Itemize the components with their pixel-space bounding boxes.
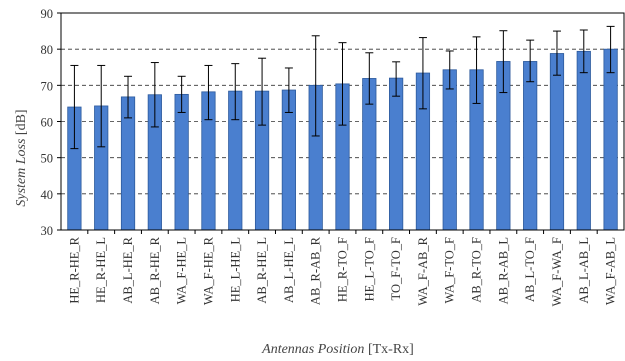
y-tick-label: 90 — [41, 7, 54, 21]
x-tick-label: TO_F-TO_F — [389, 237, 403, 300]
y-tick-label: 30 — [41, 224, 54, 238]
x-tick-label: HE_L-HE_L — [228, 237, 242, 302]
x-tick-label: HE_L-TO_F — [362, 237, 376, 301]
x-tick-label: AB_L-TO_F — [523, 237, 537, 302]
bar — [442, 69, 457, 231]
x-tick-label: WA_F-AB_L — [604, 237, 618, 305]
x-tick-label: WA_F-TO_F — [443, 237, 457, 303]
x-tick-label: AB_L-AB_L — [577, 237, 591, 304]
bar — [174, 93, 189, 231]
bar — [523, 61, 538, 231]
x-tick-label: WA_F-HE_R — [201, 236, 215, 305]
bar — [603, 48, 618, 231]
y-tick-label: 40 — [41, 188, 54, 202]
x-tick-label: AB_R-HE_L — [255, 237, 269, 304]
y-tick-label: 60 — [41, 116, 54, 130]
x-tick-label: AB_R-TO_F — [470, 237, 484, 303]
x-axis-ticks: HE_R-HE_R HE_R-HE_L AB_L-HE_R AB_R-HE_R WA_F… — [67, 230, 618, 306]
error-bars — [70, 25, 615, 150]
x-tick-label: AB_R-AB_R — [309, 236, 323, 305]
x-tick-label: AB_L-HE_R — [121, 236, 135, 303]
x-tick-label: HE_R-HE_L — [94, 237, 108, 303]
x-tick-label: WA_F-AB_R — [416, 236, 430, 305]
x-tick-label: HE_R-TO_F — [336, 237, 350, 302]
x-tick-label: AB_R-HE_R — [148, 236, 162, 304]
x-tick-label: WA_F-WA_F — [550, 237, 564, 306]
x-tick-label: AB_L-HE_L — [282, 237, 296, 303]
bar — [549, 53, 565, 231]
bar — [389, 77, 404, 231]
x-tick-label: WA_F-HE_L — [175, 237, 189, 304]
y-tick-label: 50 — [41, 152, 54, 166]
bar — [576, 50, 591, 231]
y-axis-ticks: 30 40 50 60 70 80 90 — [41, 7, 61, 238]
y-tick-label: 70 — [41, 79, 54, 93]
x-tick-label: AB_R-AB_L — [496, 237, 510, 304]
x-tick-label: HE_R-HE_R — [67, 236, 81, 303]
y-axis-title: System Loss [dB] — [14, 109, 29, 206]
x-axis-title: Antennas Position [Tx-Rx] — [261, 342, 414, 357]
y-tick-label: 80 — [41, 43, 54, 57]
